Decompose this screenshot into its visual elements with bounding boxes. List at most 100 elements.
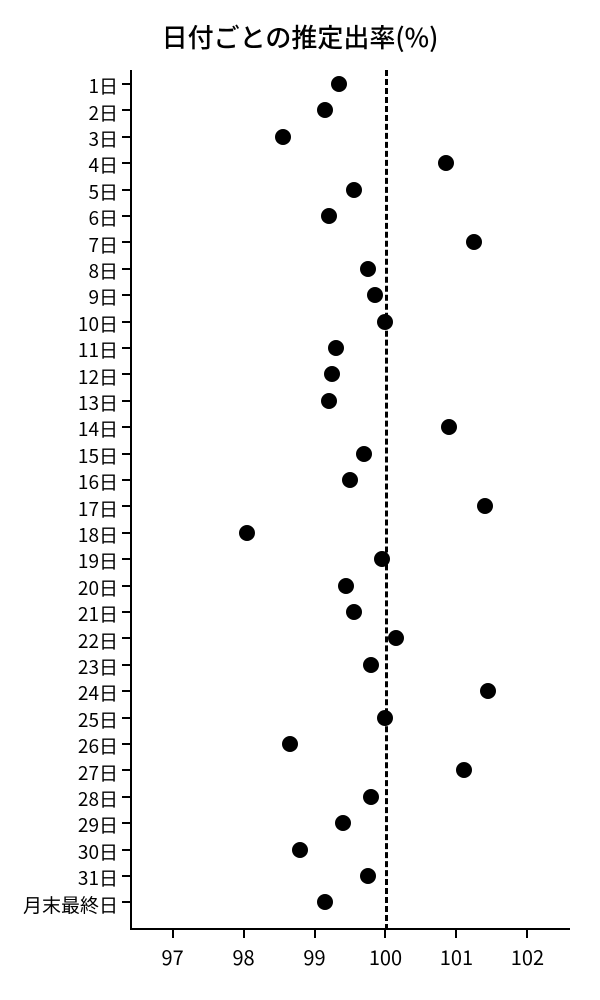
- x-axis: [130, 928, 570, 930]
- y-axis-label: 20日: [2, 574, 118, 601]
- data-point: [374, 551, 390, 567]
- data-point: [346, 604, 362, 620]
- data-point: [335, 815, 351, 831]
- y-tick: [122, 453, 130, 455]
- data-point: [438, 155, 454, 171]
- y-tick: [122, 664, 130, 666]
- y-axis-label: 18日: [2, 521, 118, 548]
- data-point: [321, 208, 337, 224]
- data-point: [282, 736, 298, 752]
- data-point: [477, 498, 493, 514]
- data-point: [360, 868, 376, 884]
- x-axis-label: 100: [369, 942, 402, 971]
- y-axis-label: 5日: [2, 178, 118, 205]
- data-point: [377, 710, 393, 726]
- y-axis-label: 28日: [2, 785, 118, 812]
- y-tick: [122, 558, 130, 560]
- x-axis-label: 97: [161, 942, 183, 971]
- y-tick: [122, 822, 130, 824]
- data-point: [321, 393, 337, 409]
- x-tick: [172, 930, 174, 938]
- y-axis-label: 2日: [2, 99, 118, 126]
- y-tick: [122, 215, 130, 217]
- data-point: [360, 261, 376, 277]
- y-axis-label: 12日: [2, 363, 118, 390]
- y-tick: [122, 849, 130, 851]
- y-axis-label: 31日: [2, 864, 118, 891]
- y-axis-label: 30日: [2, 838, 118, 865]
- x-axis-label: 98: [232, 942, 254, 971]
- y-tick: [122, 268, 130, 270]
- data-point: [317, 102, 333, 118]
- x-axis-label: 101: [440, 942, 473, 971]
- y-tick: [122, 479, 130, 481]
- data-point: [456, 762, 472, 778]
- y-axis-label: 25日: [2, 706, 118, 733]
- data-point: [239, 525, 255, 541]
- data-point: [466, 234, 482, 250]
- chart-title: 日付ごとの推定出率(%): [0, 18, 600, 55]
- y-tick: [122, 743, 130, 745]
- y-axis: [130, 70, 132, 930]
- y-tick: [122, 294, 130, 296]
- data-point: [356, 446, 372, 462]
- y-axis-label: 7日: [2, 231, 118, 258]
- data-point: [324, 366, 340, 382]
- y-tick: [122, 769, 130, 771]
- y-tick: [122, 241, 130, 243]
- x-tick: [384, 930, 386, 938]
- y-axis-label: 10日: [2, 310, 118, 337]
- data-point: [292, 842, 308, 858]
- y-tick: [122, 426, 130, 428]
- y-axis-label: 11日: [2, 336, 118, 363]
- y-axis-label: 23日: [2, 653, 118, 680]
- y-axis-label: 21日: [2, 600, 118, 627]
- y-axis-label: 6日: [2, 204, 118, 231]
- y-axis-label: 17日: [2, 495, 118, 522]
- y-tick: [122, 505, 130, 507]
- data-point: [388, 630, 404, 646]
- y-tick: [122, 109, 130, 111]
- y-axis-label: 3日: [2, 125, 118, 152]
- data-point: [363, 789, 379, 805]
- y-axis-label: 1日: [2, 72, 118, 99]
- y-tick: [122, 611, 130, 613]
- y-axis-label: 22日: [2, 627, 118, 654]
- data-point: [342, 472, 358, 488]
- plot-area: 1日2日3日4日5日6日7日8日9日10日11日12日13日14日15日16日1…: [130, 70, 570, 930]
- y-tick: [122, 136, 130, 138]
- x-axis-label: 99: [303, 942, 325, 971]
- x-tick: [526, 930, 528, 938]
- y-axis-label: 9日: [2, 283, 118, 310]
- data-point: [441, 419, 457, 435]
- data-point: [377, 314, 393, 330]
- data-point: [338, 578, 354, 594]
- y-tick: [122, 585, 130, 587]
- y-tick: [122, 162, 130, 164]
- y-tick: [122, 347, 130, 349]
- y-tick: [122, 321, 130, 323]
- y-tick: [122, 83, 130, 85]
- x-axis-label: 102: [511, 942, 544, 971]
- y-axis-label: 29日: [2, 811, 118, 838]
- data-point: [363, 657, 379, 673]
- chart-container: 日付ごとの推定出率(%) 1日2日3日4日5日6日7日8日9日10日11日12日…: [0, 0, 600, 1000]
- y-axis-label: 14日: [2, 415, 118, 442]
- y-axis-label: 26日: [2, 732, 118, 759]
- data-point: [346, 182, 362, 198]
- y-axis-label: 月末最終日: [2, 891, 118, 918]
- data-point: [317, 894, 333, 910]
- y-axis-label: 27日: [2, 759, 118, 786]
- y-axis-label: 13日: [2, 389, 118, 416]
- data-point: [331, 76, 347, 92]
- y-axis-label: 16日: [2, 468, 118, 495]
- data-point: [480, 683, 496, 699]
- reference-line: [385, 70, 388, 930]
- y-tick: [122, 373, 130, 375]
- y-tick: [122, 901, 130, 903]
- y-tick: [122, 690, 130, 692]
- x-tick: [243, 930, 245, 938]
- y-tick: [122, 717, 130, 719]
- data-point: [275, 129, 291, 145]
- data-point: [367, 287, 383, 303]
